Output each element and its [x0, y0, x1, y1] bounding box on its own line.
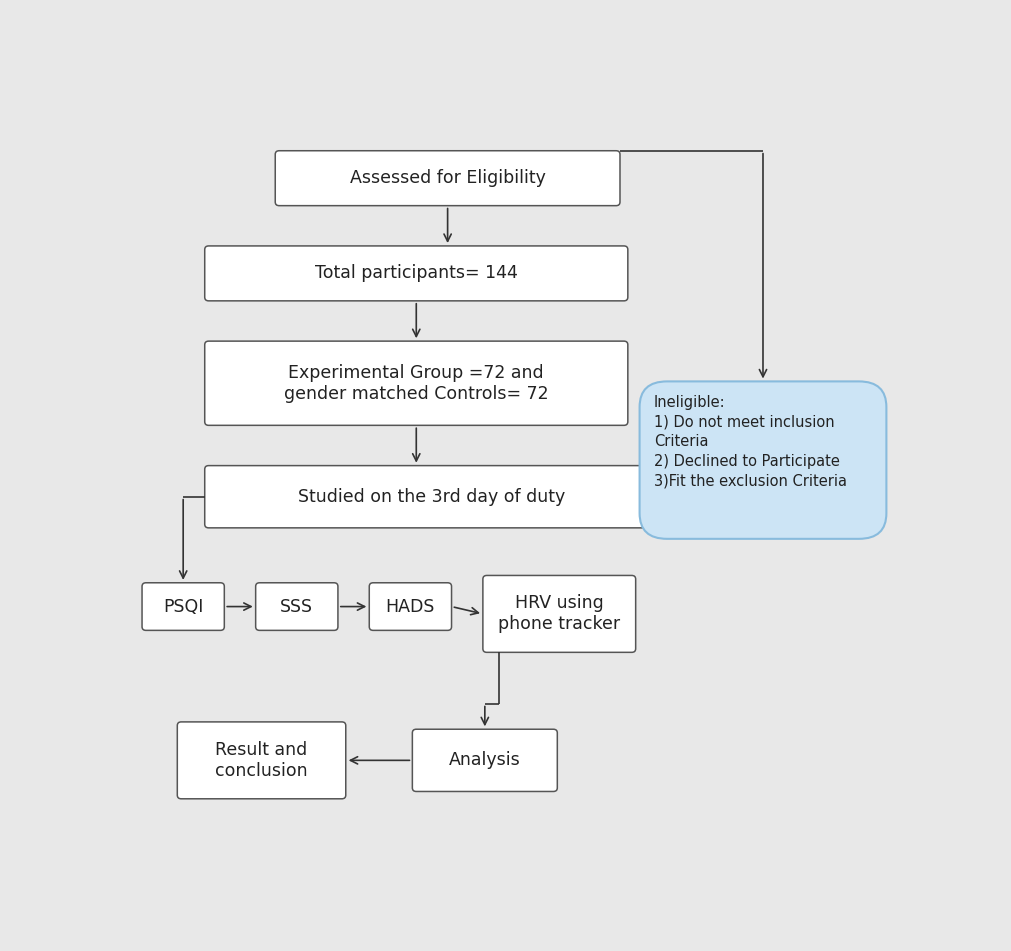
Text: Total participants= 144: Total participants= 144: [314, 264, 518, 282]
Text: SSS: SSS: [280, 597, 313, 615]
FancyBboxPatch shape: [256, 583, 338, 631]
Text: Studied on the 3rd day of duty: Studied on the 3rd day of duty: [298, 488, 565, 506]
FancyBboxPatch shape: [369, 583, 452, 631]
FancyBboxPatch shape: [204, 246, 628, 301]
Text: Analysis: Analysis: [449, 751, 521, 769]
Text: Assessed for Eligibility: Assessed for Eligibility: [350, 169, 546, 187]
FancyBboxPatch shape: [640, 381, 887, 539]
FancyBboxPatch shape: [412, 729, 557, 791]
Text: HADS: HADS: [386, 597, 435, 615]
FancyBboxPatch shape: [275, 151, 620, 205]
Text: PSQI: PSQI: [163, 597, 203, 615]
FancyBboxPatch shape: [483, 575, 636, 652]
FancyBboxPatch shape: [142, 583, 224, 631]
FancyBboxPatch shape: [177, 722, 346, 799]
FancyBboxPatch shape: [204, 341, 628, 425]
Text: HRV using
phone tracker: HRV using phone tracker: [498, 594, 621, 633]
Text: Experimental Group =72 and
gender matched Controls= 72: Experimental Group =72 and gender matche…: [284, 364, 549, 402]
Text: Ineligible:
1) Do not meet inclusion
Criteria
2) Declined to Participate
3)Fit t: Ineligible: 1) Do not meet inclusion Cri…: [654, 395, 846, 489]
FancyBboxPatch shape: [204, 466, 659, 528]
Text: Result and
conclusion: Result and conclusion: [215, 741, 307, 780]
